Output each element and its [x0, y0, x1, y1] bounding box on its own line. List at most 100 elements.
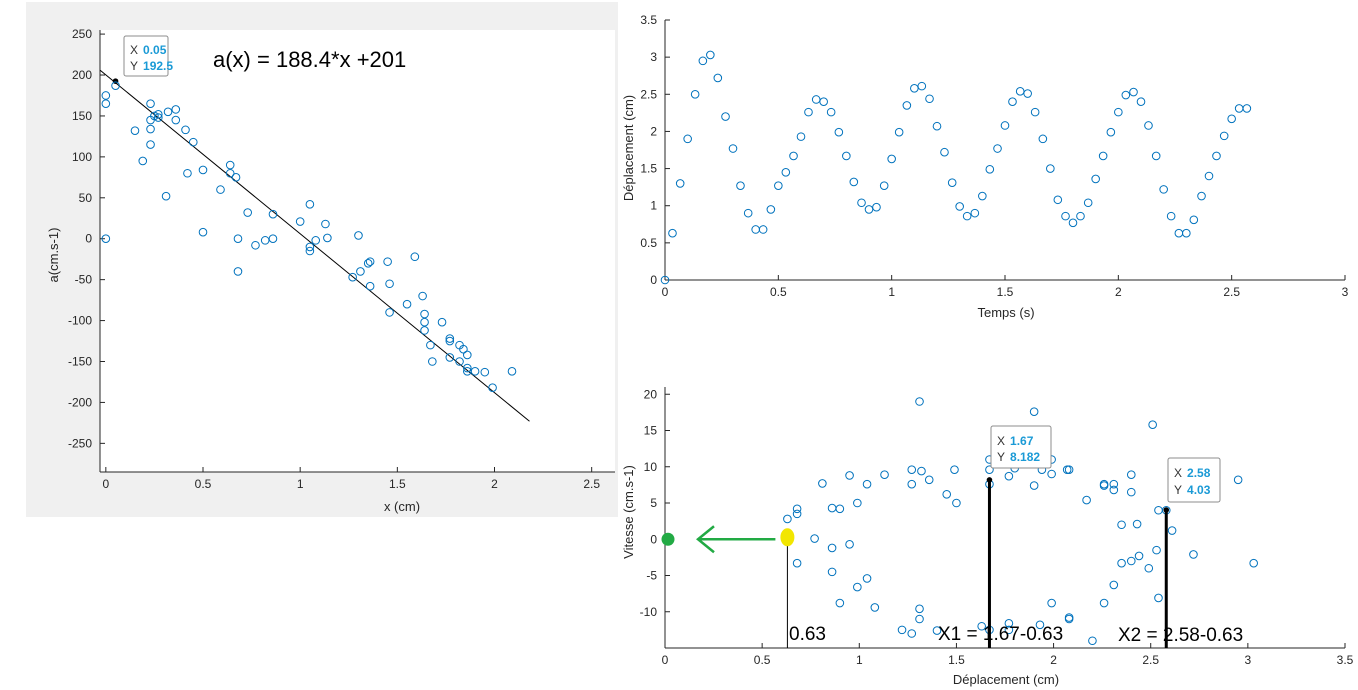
top-right-data-point — [1129, 87, 1138, 97]
top-right-data-point — [675, 179, 685, 188]
bottom-right-data-point — [950, 465, 959, 474]
bottom-right-x-tick-label: 1.5 — [948, 653, 965, 667]
left-data-point — [163, 107, 173, 117]
phase-datatip-2-x-label: X — [1174, 466, 1182, 480]
bottom-right-data-point — [932, 626, 942, 635]
left-y-tick-label: 0 — [85, 232, 92, 246]
left-x-tick-label: 2.5 — [583, 477, 600, 491]
left-x-tick-label: 2 — [491, 477, 498, 491]
bottom-right-data-point — [827, 503, 837, 513]
bottom-right-data-point — [853, 498, 862, 508]
left-data-point — [418, 291, 427, 301]
left-datatip-box — [123, 35, 169, 77]
left-data-point — [459, 344, 468, 354]
left-datatip-point — [112, 78, 119, 84]
top-right-data-point — [683, 134, 692, 144]
left-data-point — [183, 168, 192, 178]
left-regression-line — [99, 69, 530, 422]
bottom-right-data-point — [818, 479, 827, 488]
top-right-data-point — [766, 205, 776, 214]
top-right-y-tick-label: 2 — [650, 124, 657, 138]
top-right-data-point — [789, 151, 798, 161]
top-right-data-point — [1061, 211, 1070, 221]
bottom-right-y-tick-label: 20 — [644, 387, 658, 401]
left-data-point — [507, 367, 517, 376]
top-right-data-point — [706, 50, 715, 60]
bottom-right-data-point — [907, 465, 917, 474]
bottom-right-vertical-lines — [786, 477, 1170, 648]
bottom-right-data-point — [827, 567, 837, 577]
bottom-right-x-tick-label: 0 — [662, 653, 669, 667]
left-data-point — [383, 257, 392, 266]
top-right-data-point — [1053, 195, 1063, 205]
bottom-right-data-point — [792, 558, 802, 568]
bottom-right-data-point — [1132, 519, 1142, 529]
bottom-right-data-point — [1134, 551, 1144, 561]
phase-datatip-point-1 — [986, 477, 993, 483]
bottom-right-data-point — [1148, 420, 1157, 430]
left-data-point — [188, 137, 198, 147]
svg-text:X1.67: X 1.67 — [997, 434, 1034, 448]
bottom-right-data-point — [897, 625, 907, 635]
phase-datatip-2-box — [1167, 457, 1221, 503]
top-right-data-point — [1212, 151, 1221, 161]
bottom-right-data-point — [1004, 625, 1014, 635]
left-data-point — [311, 236, 321, 245]
left-y-tick-label: 100 — [72, 150, 92, 164]
top-right-axes: 0 0.5 1 1.5 2 2.5 3 0 0.5 1 1.5 2 2.5 3 3.5 — [640, 13, 1348, 299]
top-right-data-point — [826, 107, 836, 117]
left-data-point — [455, 357, 464, 366]
bottom-right-data-point — [1047, 598, 1056, 608]
bottom-right-data-point — [1144, 563, 1154, 573]
annotation-x2: X2 = 2.58-0.63 — [1118, 625, 1243, 646]
bottom-right-data-point — [1154, 593, 1163, 603]
bottom-right-x-tick-label: 2.5 — [1142, 653, 1159, 667]
bottom-right-data-point — [1064, 614, 1074, 624]
left-data-point — [146, 99, 155, 108]
left-datatip[interactable]: X 0.05 Y 192.5 — [123, 35, 173, 77]
top-right-data-point — [1197, 191, 1206, 201]
bottom-right-data-point — [915, 614, 924, 624]
top-right-data-point — [1091, 174, 1100, 184]
bottom-right-data-point — [1126, 556, 1136, 566]
phase-datatip-2[interactable]: X 2.58 Y 4.03 — [1167, 457, 1221, 503]
bottom-right-data-point — [1099, 598, 1109, 608]
bottom-right-data-point — [977, 621, 986, 631]
bottom-right-y-tick-label: 5 — [650, 496, 657, 510]
bottom-right-data-point — [1126, 470, 1136, 480]
bottom-right-data-point — [792, 504, 802, 514]
bottom-right-data-point — [845, 540, 854, 549]
top-right-data-point — [804, 107, 813, 117]
phase-datatip-2-x-value: 2.58 — [1187, 466, 1211, 480]
left-data-point — [198, 165, 208, 175]
left-data-point — [198, 227, 208, 237]
bottom-right-y-axis-label: Vitesse (cm.s-1) — [621, 465, 636, 559]
left-data-point — [101, 91, 111, 100]
phase-datatip-2-y-label: Y — [1174, 483, 1182, 497]
left-data-point — [445, 353, 455, 362]
left-data-point — [251, 240, 260, 250]
top-right-data-point — [1204, 171, 1214, 181]
left-data-point — [146, 140, 155, 149]
top-right-data-point — [819, 97, 828, 107]
left-y-tick-label: 50 — [79, 191, 93, 205]
bottom-right-y-tick-label: 10 — [644, 460, 658, 474]
top-right-data-point — [698, 56, 708, 66]
svg-text:Y8.182: Y 8.182 — [997, 450, 1040, 464]
top-right-data-point — [1151, 151, 1161, 161]
left-x-tick-label: 1.5 — [389, 477, 406, 491]
top-right-data-point — [1076, 211, 1085, 221]
bottom-right-markers — [661, 525, 795, 554]
top-right-data-point — [940, 147, 949, 157]
bottom-right-data-point — [952, 498, 961, 508]
top-right-data-point — [1189, 215, 1199, 225]
left-data-point — [138, 156, 148, 166]
left-data-point — [150, 111, 159, 121]
top-right-data-point — [690, 89, 700, 99]
top-right-data-point — [1219, 131, 1229, 141]
bottom-right-data-point — [845, 471, 854, 480]
bottom-right-x-tick-label: 3.5 — [1337, 653, 1354, 667]
top-right-x-tick-label: 0.5 — [770, 285, 787, 299]
phase-datatip-1[interactable]: X 1.67 Y 8.182 — [990, 425, 1052, 469]
left-data-point — [488, 383, 497, 392]
